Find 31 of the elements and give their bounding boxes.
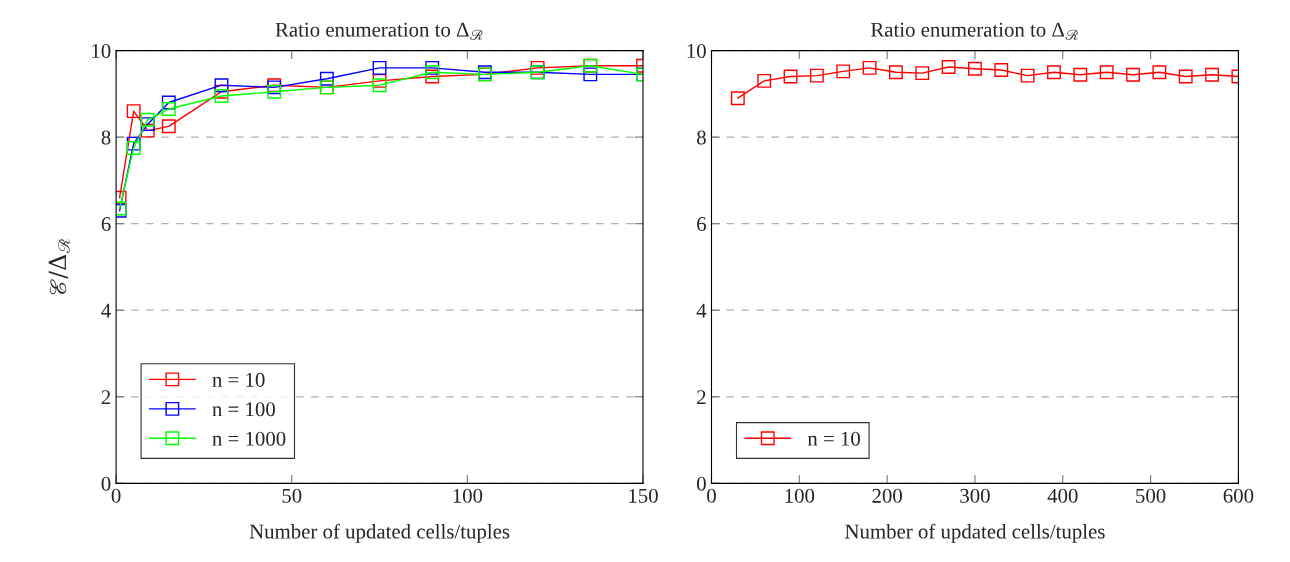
x-tick-label: 200 <box>872 488 902 503</box>
x-tick-label: 150 <box>629 488 658 503</box>
y-tick-label: 6 <box>101 217 111 232</box>
x-tick-label: 600 <box>1223 488 1254 503</box>
x-tick-label: 500 <box>1136 488 1166 503</box>
chart-title: Ratio enumeration to Δ$_{ℛ}$ <box>275 22 483 40</box>
y-tick-label: 4 <box>101 303 111 318</box>
x-tick-label: 300 <box>960 488 990 503</box>
y-tick-label: 2 <box>101 390 111 404</box>
x-axis-title: Number of updated cells/tuples <box>845 523 1105 543</box>
y-tick-label: 8 <box>697 130 706 145</box>
y-tick-label: 0 <box>697 476 706 491</box>
y-tick-label: 8 <box>101 130 111 145</box>
y-tick-label: 4 <box>696 303 707 318</box>
y-tick-label: 10 <box>687 43 706 59</box>
legend-label: n = 10 <box>807 431 860 446</box>
x-tick-label: 0 <box>111 488 121 503</box>
y-axis-title: ℰ/Δ$_{ℛ}$ <box>48 239 70 295</box>
y-tick-label: 6 <box>697 217 707 232</box>
x-tick-label: 100 <box>453 488 483 503</box>
legend-label: n = 100 <box>212 402 275 417</box>
y-tick-label: 0 <box>101 476 111 491</box>
x-tick-label: 400 <box>1047 488 1078 503</box>
legend-label: n = 1000 <box>212 431 286 446</box>
legend-label: n = 10 <box>212 372 265 387</box>
y-tick-label: 10 <box>92 43 111 59</box>
chart-title: Ratio enumeration to Δ$_{ℛ}$ <box>870 22 1078 40</box>
x-tick-label: 50 <box>282 488 302 503</box>
x-axis-title: Number of updated cells/tuples <box>249 523 510 543</box>
y-tick-label: 2 <box>697 390 706 404</box>
x-tick-label: 100 <box>785 488 815 503</box>
